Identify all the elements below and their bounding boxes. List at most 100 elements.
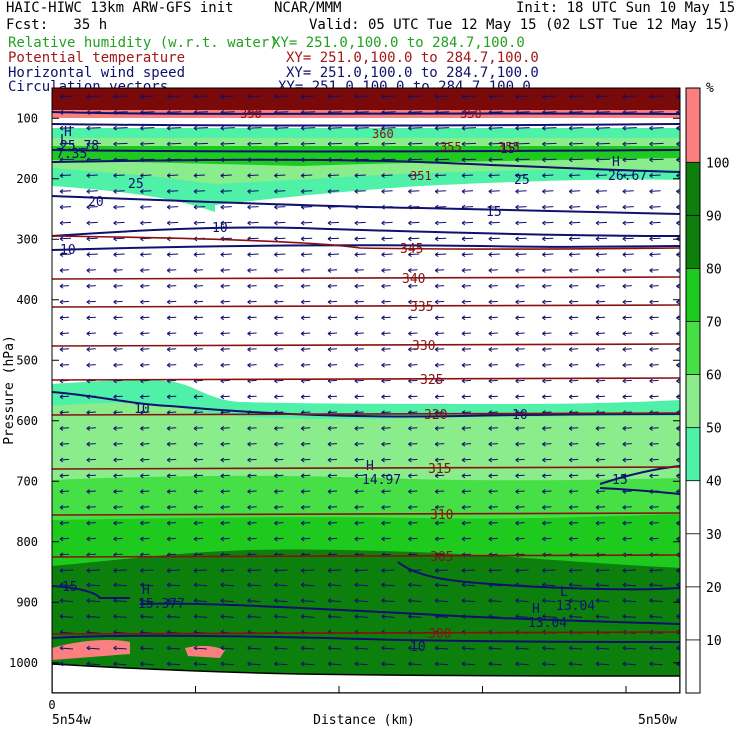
circulation-vector-head (622, 661, 627, 667)
circulation-vector (59, 600, 74, 603)
circulation-vector (408, 190, 420, 192)
circulation-vector (354, 253, 366, 256)
circulation-vector (274, 111, 289, 113)
circulation-vector (113, 522, 123, 524)
circulation-vector (220, 522, 230, 524)
circulation-vector-head (59, 267, 64, 273)
circulation-vector (220, 300, 230, 303)
circulation-vector-head (488, 394, 493, 400)
circulation-vector (140, 379, 150, 382)
circulation-vector-head (595, 173, 600, 179)
circulation-vector (461, 647, 476, 650)
circulation-vector-head (488, 457, 493, 463)
circulation-vector-head (488, 267, 493, 273)
circulation-vector-head (676, 441, 680, 447)
circulation-vector-head (300, 220, 305, 226)
circulation-vector-head (327, 173, 332, 179)
theta-contour-line (52, 276, 680, 280)
circulation-vector (569, 285, 579, 287)
circulation-vector-head (408, 267, 412, 273)
circulation-vector (515, 427, 525, 429)
circulation-vector-head (113, 220, 117, 226)
circulation-vector (354, 522, 364, 524)
theta-contour-line (52, 554, 680, 558)
circulation-vector-head (381, 141, 385, 147)
circulation-vector (488, 127, 503, 129)
circulation-vector-head (461, 504, 466, 510)
circulation-vector-head (220, 141, 225, 147)
circulation-vector (595, 647, 610, 650)
circulation-vector-head (247, 520, 251, 526)
circulation-vector (595, 142, 611, 145)
circulation-vector (676, 663, 680, 665)
circulation-vector (140, 300, 150, 303)
circulation-vector-head (676, 94, 680, 100)
circulation-vector (408, 443, 418, 445)
circulation-vector (622, 300, 632, 303)
circulation-vector-head (515, 425, 519, 431)
circulation-vector-head (595, 598, 600, 604)
circulation-vector (542, 285, 552, 287)
colorbar-tick-label: 20 (706, 581, 722, 596)
circulation-vector-head (488, 299, 493, 305)
circulation-vector-head (220, 425, 225, 431)
colorbar-cell (686, 586, 700, 640)
circulation-vector-head (354, 425, 359, 431)
circulation-vector-head (354, 252, 359, 258)
circulation-vector-head (434, 236, 439, 242)
circulation-vector (569, 569, 583, 572)
circulation-vector-head (220, 473, 225, 479)
circulation-vector (595, 569, 610, 572)
circulation-vector (86, 364, 96, 366)
circulation-vector (354, 600, 368, 603)
circulation-vector (86, 411, 96, 414)
wind-contour-line (52, 195, 680, 215)
circulation-vector (408, 427, 418, 429)
circulation-vector (140, 522, 150, 524)
circulation-vector-head (140, 568, 144, 574)
circulation-vector-head (622, 299, 627, 305)
circulation-vector (381, 142, 396, 145)
circulation-vector-head (461, 157, 466, 163)
circulation-vector-head (113, 315, 117, 321)
circulation-vector (247, 348, 257, 350)
circulation-vector (113, 332, 123, 335)
circulation-vector-head (220, 94, 225, 100)
circulation-vector-head (595, 252, 600, 258)
circulation-vector (515, 490, 525, 493)
wind-contour-label: 10 (512, 408, 528, 423)
circulation-vector-head (300, 346, 305, 352)
circulation-vector-head (166, 252, 171, 258)
circulation-vector (569, 348, 579, 350)
circulation-vector (622, 427, 632, 429)
circulation-vector (274, 647, 288, 650)
circulation-vector-head (140, 362, 144, 368)
circulation-vector (301, 142, 316, 145)
circulation-vector-head (113, 362, 117, 368)
circulation-vector-head (622, 157, 627, 163)
circulation-vector (247, 142, 262, 145)
circulation-vector-head (676, 299, 680, 305)
circulation-vector (220, 348, 230, 350)
circulation-vector (274, 379, 284, 382)
circulation-vector-head (461, 394, 466, 400)
circulation-vector-head (568, 252, 573, 258)
circulation-vector-head (461, 299, 466, 305)
circulation-vector (140, 253, 152, 256)
circulation-vector (435, 127, 450, 129)
wind-contour-label: 15 (612, 473, 628, 488)
circulation-vector-head (542, 378, 546, 384)
circulation-vector-head (676, 173, 680, 179)
circulation-vector-head (568, 504, 573, 510)
circulation-vector-head (274, 441, 278, 447)
circulation-vector-head (354, 536, 359, 542)
circulation-vector-head (274, 362, 278, 368)
terrain (52, 663, 680, 693)
circulation-vector-head (59, 441, 64, 447)
circulation-vector-head (327, 315, 332, 321)
circulation-vector-head (59, 568, 64, 574)
circulation-vector (59, 615, 74, 618)
circulation-vector (354, 348, 364, 350)
circulation-vector-head (300, 425, 305, 431)
